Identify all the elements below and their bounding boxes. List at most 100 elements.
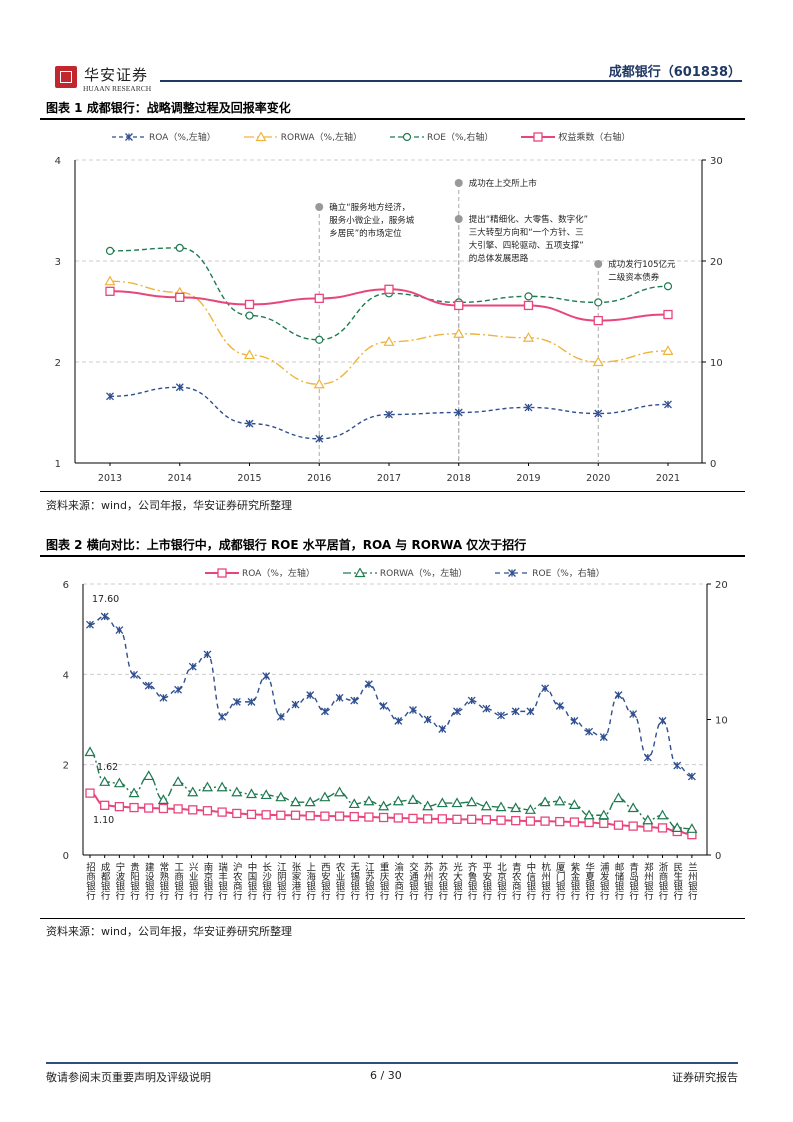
data-point-2 (467, 696, 476, 705)
data-point-2 (526, 707, 535, 716)
data-point-3 (105, 286, 115, 296)
x-axis-tick-label: 2017 (377, 473, 401, 484)
data-point-2 (643, 753, 652, 762)
data-point-3 (593, 315, 603, 326)
data-point-0 (158, 803, 169, 814)
data-point-0 (106, 392, 114, 401)
data-point-0 (454, 408, 463, 417)
data-point-0 (452, 814, 462, 824)
legend-swatch-icon (495, 568, 530, 577)
data-point-2 (188, 662, 197, 671)
data-point-2 (663, 282, 673, 291)
data-point-3 (384, 284, 394, 294)
data-point-0 (114, 802, 125, 812)
annotation-text: 服务小微企业，服务城 (329, 215, 415, 226)
legend-marker (508, 568, 517, 577)
data-point-1 (231, 786, 243, 797)
x-axis-tick-label: 贵阳银行 (128, 862, 140, 900)
data-point-3 (244, 299, 255, 310)
x-axis-tick-label: 2018 (447, 473, 471, 484)
legend-marker (217, 567, 227, 578)
legend-item: ROA（%,左轴） (112, 130, 216, 143)
data-point-1 (304, 796, 316, 807)
data-point-1 (172, 776, 184, 786)
report-title: 成都银行（601838） (608, 65, 741, 80)
x-axis-tick-label: 杭州银行 (539, 862, 551, 900)
x-axis-tick-label: 江苏银行 (362, 862, 374, 900)
footer-divider (46, 1062, 738, 1064)
left-axis-tick-label: 0 (63, 851, 69, 862)
x-axis-tick-label: 浙商银行 (656, 862, 668, 900)
data-point-1 (84, 746, 96, 757)
annotation-text: 二级资本债券 (608, 272, 660, 283)
x-axis-tick-label: 常熟银行 (157, 862, 169, 900)
left-axis-tick-label: 6 (63, 580, 69, 591)
legend-item: ROE（%,右轴） (389, 130, 493, 143)
data-point-2 (409, 706, 417, 714)
series-line-0 (109, 386, 669, 440)
data-point-2 (247, 697, 256, 706)
x-axis-tick-label: 2020 (586, 473, 610, 484)
data-point-1 (671, 822, 683, 832)
data-point-2 (453, 707, 461, 716)
data-point-1 (407, 794, 419, 804)
data-point-0 (320, 811, 330, 821)
x-axis-tick-label: 厦门银行 (553, 862, 565, 900)
data-point-1 (334, 786, 346, 797)
data-point-0 (144, 803, 154, 813)
data-point-1 (466, 796, 478, 807)
data-point-0 (393, 813, 403, 823)
left-axis-tick-label: 4 (63, 670, 69, 681)
data-point-1 (143, 770, 155, 781)
annotation-dot (454, 215, 463, 223)
data-point-2 (320, 707, 329, 716)
data-point-2 (497, 711, 505, 720)
annotation-text: 乡居民”的市场定位 (329, 228, 402, 239)
data-point-0 (422, 814, 433, 824)
data-point-2 (105, 246, 115, 256)
x-axis-tick-label: 兴业银行 (186, 862, 198, 900)
data-point-1 (275, 791, 287, 802)
data-point-0 (217, 807, 227, 817)
x-axis-tick-label: 苏州银行 (421, 862, 433, 900)
legend-swatch-icon (205, 567, 239, 578)
figure2-top-rule (40, 555, 745, 557)
legend-marker (354, 567, 366, 577)
x-axis-tick-label: 邮储银行 (612, 862, 624, 900)
data-point-1 (392, 795, 404, 806)
data-point-0 (378, 812, 389, 823)
data-point-1 (363, 795, 375, 806)
x-axis-tick-label: 2019 (516, 473, 540, 484)
left-axis-tick-label: 3 (55, 257, 61, 268)
x-axis-tick-label: 建设银行 (142, 862, 154, 900)
legend-item: RORWA（%,左轴） (243, 130, 362, 143)
data-point-1 (539, 796, 551, 807)
x-axis-tick-label: 齐鲁银行 (465, 862, 477, 900)
data-point-0 (305, 811, 315, 821)
data-point-1 (686, 823, 698, 833)
data-point-0 (173, 804, 183, 814)
data-point-0 (408, 813, 418, 824)
data-point-0 (613, 820, 624, 830)
data-point-0 (599, 818, 609, 829)
x-axis-tick-label: 兰州银行 (685, 862, 697, 900)
data-point-2 (379, 701, 388, 710)
data-point-1 (383, 336, 395, 346)
data-point-2 (175, 243, 184, 252)
data-point-2 (335, 693, 344, 702)
data-point-1 (187, 786, 199, 797)
data-point-0 (437, 814, 447, 824)
data-point-1 (480, 800, 492, 811)
x-axis-tick-label: 紫金银行 (568, 862, 580, 900)
data-point-1 (568, 799, 580, 809)
data-point-2 (86, 620, 94, 629)
x-axis-tick-label: 民生银行 (671, 862, 683, 900)
right-axis-tick-label: 20 (710, 257, 723, 268)
right-axis-tick-label: 10 (710, 358, 723, 369)
data-point-0 (511, 816, 521, 826)
data-point-2 (315, 335, 324, 344)
legend-label: ROA（%,左轴） (149, 133, 216, 143)
data-point-0 (364, 812, 374, 822)
data-label: 17.60 (92, 594, 119, 605)
